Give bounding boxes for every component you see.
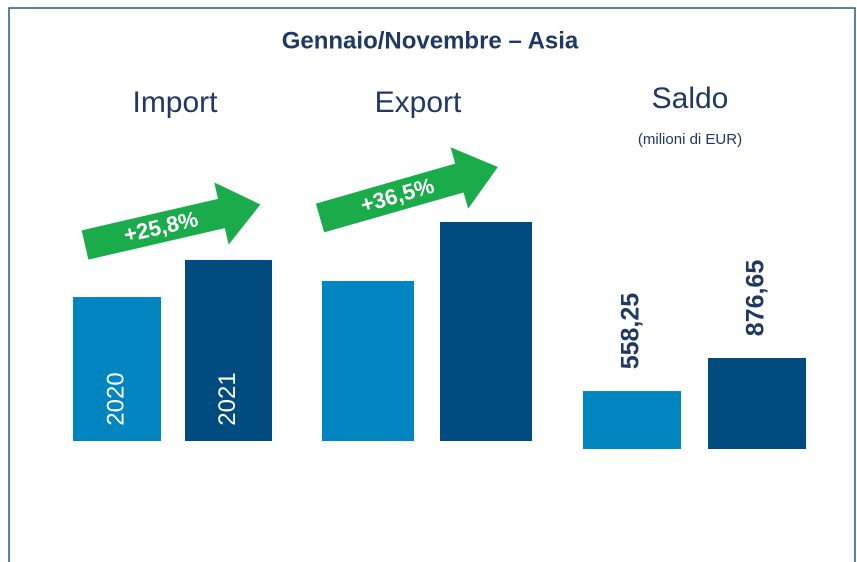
bar <box>73 297 161 441</box>
value-label: 558,25 <box>617 293 645 370</box>
frame <box>8 7 856 562</box>
group-title: Import <box>132 86 218 119</box>
group-title: Saldo <box>652 82 729 115</box>
bar <box>583 391 681 449</box>
group-title: Export <box>375 86 462 119</box>
group-subtitle: (milioni di EUR) <box>638 131 742 148</box>
value-label: 876,65 <box>742 260 770 337</box>
arrow-shape <box>315 147 498 233</box>
bar <box>185 259 272 441</box>
bar <box>322 281 414 441</box>
bar <box>440 221 532 441</box>
chart-title: Gennaio/Novembre – Asia <box>282 27 579 54</box>
bar <box>708 358 806 449</box>
bar-category-label: 2020 <box>102 372 129 425</box>
arrow-shape <box>81 182 261 260</box>
bar-category-label: 2021 <box>214 372 241 425</box>
